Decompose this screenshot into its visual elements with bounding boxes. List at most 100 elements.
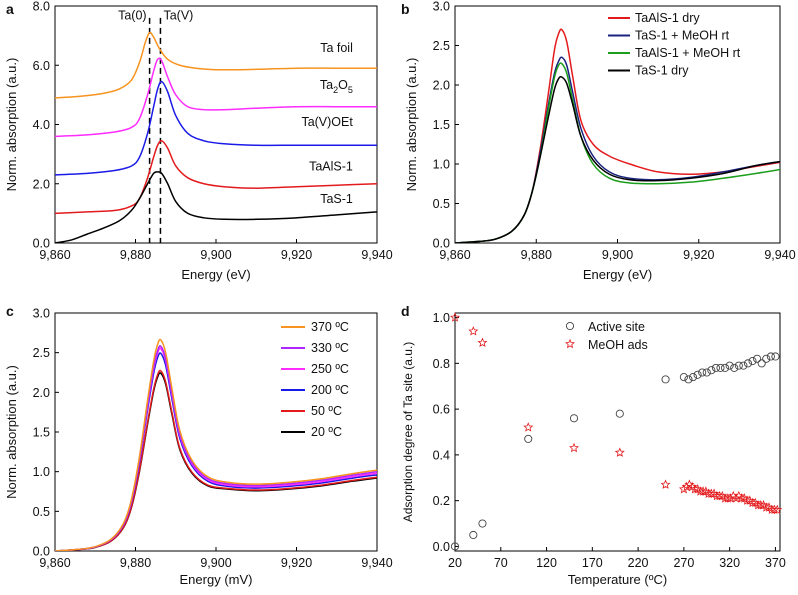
y-tick-label: 0.5 [433,197,450,211]
y-tick-label: 1.0 [33,465,50,479]
y-tick-label: 0.0 [33,237,50,251]
series-line [55,171,377,243]
plot-area [55,17,377,243]
x-tick-label: 9,940 [764,248,795,262]
panel-a: a 9,860 9,880 9,900 9,920 9,940 0.0 2.0 4.0 6.0 8.… [4,0,393,282]
active-site-point [771,352,780,361]
series-label: TaAlS-1 [309,159,353,173]
y-tick-label: 1.0 [433,311,450,325]
legend-marker-star [565,338,575,349]
series-line [455,75,780,243]
active-site-point [478,519,487,528]
y-tick-label: 0.6 [433,403,450,417]
active-site-point [716,363,725,372]
legend-label: TaS-1 dry [635,64,689,78]
meoh-ads-point [761,502,772,512]
plot-frame [454,312,781,552]
x-tick-label: 9,920 [281,248,312,262]
vline-label: Ta(0) [118,8,146,22]
x-tick-label: 170 [582,556,603,570]
meoh-ads-point [769,504,780,515]
meoh-ads-point [755,499,766,510]
x-tick-label: 9,900 [200,248,231,262]
meoh-ads-point [468,326,479,336]
meoh-ads-point [477,337,488,347]
active-site-point [743,359,753,368]
meoh-ads-point [714,490,725,501]
meoh-ads-point [747,497,758,508]
active-site-point [739,361,748,370]
y-tick-label: 2.0 [433,79,450,93]
series-label: Ta foil [320,41,353,55]
x-tick-label: 270 [673,556,694,570]
series-line [55,345,377,551]
active-site-point [569,414,579,423]
x-tick-label: 70 [494,556,508,570]
meoh-ads-point [722,493,733,503]
x-tick-label: 220 [628,556,649,570]
y-axis-label: Norm. absorption (a.u.) [4,365,19,499]
y-tick-label: 2.0 [33,386,50,400]
series-line [55,57,377,138]
panel-letter: d [401,303,410,319]
meoh-ads-point [698,486,709,496]
x-tick-label: 9,920 [281,556,312,570]
meoh-ads-point [742,495,753,505]
panel-letter: b [401,1,410,17]
series-line [55,31,377,99]
y-tick-label: 8.0 [33,0,50,14]
legend: TaAlS-1 dry TaS-1 + MeOH rt TaAlS-1 + MeOH… [608,11,741,78]
x-tick-label: 320 [719,556,740,570]
active-site-point [698,368,707,377]
meoh-ads-point [689,483,700,494]
y-tick-label: 0.0 [33,545,50,559]
legend-marker-circle [565,321,575,331]
legend-label: MeOH ads [588,338,648,352]
panel-letter: a [6,1,14,17]
active-site-point [748,357,757,366]
x-tick-label: 9,880 [120,556,151,570]
y-axis-label: Adsorption degree of Ta site (a.u.) [401,342,415,523]
plot-frame [454,5,781,244]
x-tick-label: 9,860 [39,556,70,570]
active-site-point [721,363,730,372]
active-site-point [524,434,533,443]
legend-label: 250 ºC [311,362,349,376]
active-site-point [679,373,688,382]
series-line [55,369,377,551]
y-tick-label: 3.0 [33,307,50,321]
legend-label: TaAlS-1 + MeOH rt [635,46,741,60]
y-tick-label: 0.8 [433,357,450,371]
meoh-ads-point [772,504,783,515]
active-site-point [762,354,771,363]
legend: 370 ºC 330 ºC 250 ºC 200 ºC 50 ºC 20 ºC [281,320,349,439]
active-site-point [688,373,698,382]
meoh-ads-point [523,422,534,432]
legend-label: 50 ºC [311,404,342,418]
legend-label: 20 ºC [311,425,342,439]
x-tick-label: 370 [765,556,786,570]
active-site-point [469,530,478,540]
active-site-point [707,366,716,375]
y-tick-label: 2.5 [33,346,50,360]
legend-label: TaAlS-1 dry [635,11,700,25]
legend-label: 330 ºC [311,341,349,355]
series-line [55,347,377,551]
y-tick-label: 1.5 [33,426,50,440]
panel-letter: c [6,303,14,319]
series-line [55,372,377,551]
active-site-point [615,409,624,418]
y-tick-label: 2.0 [33,177,50,191]
meoh-ads-point [569,442,580,453]
legend-label: 370 ºC [311,320,349,334]
series-label: TaS-1 [320,192,353,206]
series-label: Ta(V)OEt [301,115,353,129]
active-site-point [725,361,734,370]
active-site-point [693,370,702,379]
active-site-point [702,368,711,377]
y-tick-label: 0.0 [433,237,450,251]
x-axis-label: Energy (mV) [180,572,253,587]
x-tick-label: 9,900 [602,248,633,262]
x-axis-label: Energy (eV) [583,267,652,282]
